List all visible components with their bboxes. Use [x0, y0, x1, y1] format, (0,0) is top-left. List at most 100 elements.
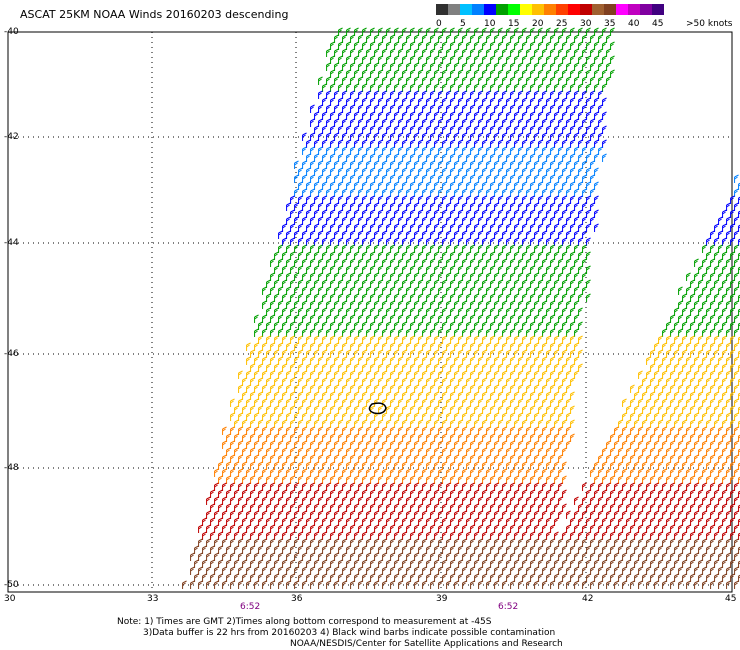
wind-barb — [574, 342, 579, 351]
wind-barb — [458, 195, 463, 204]
wind-barb — [734, 538, 739, 547]
wind-barb — [430, 300, 435, 309]
wind-barb — [274, 475, 279, 484]
wind-barb — [322, 391, 327, 400]
wind-barb — [470, 230, 475, 239]
wind-barb — [406, 482, 411, 491]
wind-barb — [478, 496, 483, 505]
wind-barb — [258, 349, 263, 358]
wind-barb — [366, 48, 371, 57]
wind-barb — [422, 146, 427, 155]
wind-barb — [482, 573, 487, 582]
wind-barb — [690, 475, 695, 484]
wind-barb — [270, 468, 275, 477]
wind-barb — [602, 125, 607, 134]
wind-barb — [630, 468, 635, 477]
wind-barb — [570, 223, 575, 232]
wind-barb — [302, 314, 307, 323]
wind-barb — [462, 342, 467, 351]
wind-barb — [354, 433, 359, 442]
wind-barb — [486, 90, 491, 99]
wind-barb — [418, 223, 423, 232]
wind-barb — [274, 251, 279, 260]
wind-barb — [434, 251, 439, 260]
wind-barb — [534, 314, 539, 323]
wind-barb — [470, 188, 475, 197]
wind-barb — [674, 559, 679, 568]
wind-barb — [442, 545, 447, 554]
wind-barb — [402, 83, 407, 92]
wind-barb — [554, 433, 559, 442]
wind-barb — [374, 328, 379, 337]
wind-barb — [514, 461, 519, 470]
wind-barb — [270, 412, 275, 421]
wind-barb — [286, 300, 291, 309]
wind-barb — [418, 391, 423, 400]
wind-barb — [622, 524, 627, 533]
wind-barb — [658, 559, 663, 568]
wind-barb — [362, 573, 367, 582]
wind-barb — [522, 153, 527, 162]
wind-barb — [318, 580, 323, 589]
wind-barb — [358, 440, 363, 449]
wind-barb — [518, 286, 523, 295]
wind-barb — [586, 167, 591, 176]
wind-barb — [542, 398, 547, 407]
wind-barb — [390, 566, 395, 575]
wind-barb — [494, 188, 499, 197]
wind-barb — [234, 419, 239, 428]
wind-barb — [618, 447, 623, 456]
wind-barb — [398, 454, 403, 463]
wind-barb — [458, 517, 463, 526]
wind-barb — [334, 258, 339, 267]
wind-barb — [402, 573, 407, 582]
wind-barb — [330, 293, 335, 302]
wind-barb — [458, 69, 463, 78]
wind-barb — [426, 503, 431, 512]
wind-barb — [386, 209, 391, 218]
wind-barb — [274, 419, 279, 428]
wind-barb — [322, 139, 327, 148]
wind-barb — [710, 468, 715, 477]
wind-barb — [578, 111, 583, 120]
wind-barb — [650, 489, 655, 498]
wind-barb — [550, 216, 555, 225]
wind-barb — [282, 223, 287, 232]
wind-barb — [310, 370, 315, 379]
colorbar-swatch — [604, 4, 616, 15]
wind-barb — [370, 209, 375, 218]
wind-barb — [274, 503, 279, 512]
wind-barb — [586, 153, 591, 162]
wind-barb — [318, 104, 323, 113]
wind-barb — [346, 209, 351, 218]
wind-barb — [490, 545, 495, 554]
wind-barb — [362, 251, 367, 260]
wind-barb — [526, 454, 531, 463]
wind-barb — [566, 566, 571, 575]
wind-barb — [650, 447, 655, 456]
wind-barb — [474, 419, 479, 428]
wind-barb — [550, 202, 555, 211]
wind-barb — [410, 223, 415, 232]
wind-barb — [486, 468, 491, 477]
wind-barb — [362, 517, 367, 526]
wind-barb — [398, 202, 403, 211]
wind-barb — [658, 461, 663, 470]
wind-barb — [470, 328, 475, 337]
wind-barb — [406, 118, 411, 127]
wind-barb — [258, 475, 263, 484]
wind-barb — [710, 580, 715, 589]
wind-barb — [278, 384, 283, 393]
wind-barb — [702, 454, 707, 463]
wind-barb — [690, 447, 695, 456]
wind-barb — [682, 489, 687, 498]
wind-barb — [406, 244, 411, 253]
wind-barb — [646, 496, 651, 505]
wind-barb — [334, 230, 339, 239]
wind-barb — [326, 272, 331, 281]
wind-barb — [430, 496, 435, 505]
wind-barb — [458, 349, 463, 358]
wind-barb — [646, 398, 651, 407]
wind-barb — [318, 370, 323, 379]
wind-barb — [554, 293, 559, 302]
